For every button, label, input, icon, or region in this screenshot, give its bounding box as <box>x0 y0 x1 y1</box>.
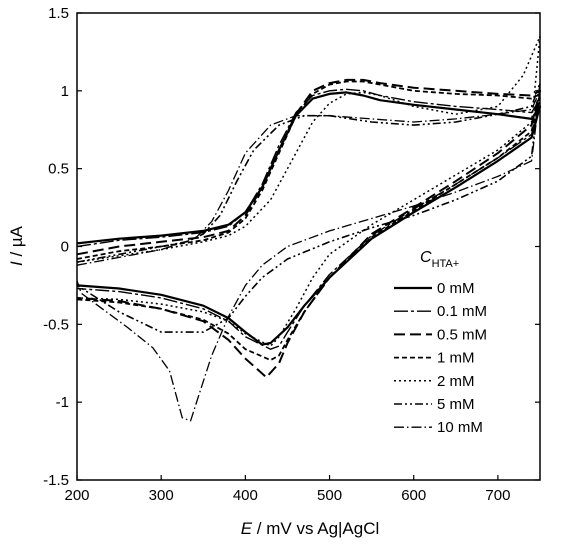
series-line-4 <box>76 35 541 347</box>
x-axis-var: E <box>241 519 253 538</box>
x-axis-title: E / mV vs Ag|AgCl <box>241 519 380 538</box>
y-tick-label: 0 <box>61 239 69 256</box>
x-tick-label: 300 <box>149 487 174 504</box>
series-line-5 <box>76 82 541 333</box>
legend-label-0: 0 mM <box>437 280 475 297</box>
series-line-2 <box>76 78 541 379</box>
y-axis-var: I <box>7 261 26 266</box>
x-axis-unit: / mV vs Ag|AgCl <box>252 519 379 538</box>
x-tick-label: 200 <box>64 487 89 504</box>
y-tick-label: -1 <box>56 394 69 411</box>
y-axis-title: I / µA <box>7 225 26 266</box>
x-tick-label: 400 <box>233 487 258 504</box>
legend-label-3: 1 mM <box>437 350 475 367</box>
series-line-3 <box>76 80 541 361</box>
tick-layer: 200 300 400 500 600 700 -1.5 -1 -0.5 0 0.5 1 1.5 <box>43 5 540 504</box>
y-tick-label: -0.5 <box>43 316 69 333</box>
legend-label-1: 0.1 mM <box>437 303 487 320</box>
legend-label-2: 0.5 mM <box>437 326 487 343</box>
legend: CHTA+ 0 mM 0.1 mM 0.5 mM 1 mM 2 mM 5 mM 10 mM <box>394 249 487 436</box>
x-tick-label: 600 <box>401 487 426 504</box>
series-line-6 <box>76 90 541 422</box>
x-tick-label: 700 <box>485 487 510 504</box>
legend-label-6: 10 mM <box>437 419 483 436</box>
x-tick-label: 500 <box>317 487 342 504</box>
series-layer <box>76 35 542 422</box>
y-tick-label: 1.5 <box>48 5 69 22</box>
y-tick-label: -1.5 <box>43 472 69 489</box>
series-line-1 <box>76 88 541 350</box>
legend-title-sub: HTA+ <box>432 258 460 270</box>
legend-label-4: 2 mM <box>437 373 475 390</box>
legend-title: CHTA+ <box>420 249 459 270</box>
y-axis-unit: / µA <box>7 225 26 261</box>
legend-label-5: 5 mM <box>437 396 475 413</box>
y-tick-label: 1 <box>61 83 69 100</box>
y-tick-label: 0.5 <box>48 161 69 178</box>
legend-title-main: C <box>420 249 432 266</box>
